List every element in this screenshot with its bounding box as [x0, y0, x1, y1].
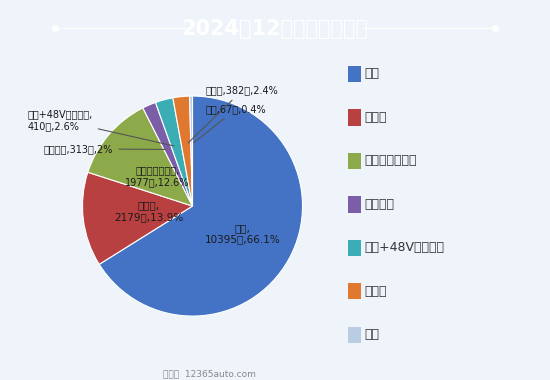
- Wedge shape: [143, 103, 192, 206]
- Wedge shape: [156, 98, 192, 206]
- Bar: [348, 153, 361, 169]
- Bar: [348, 66, 361, 82]
- Text: 汽油: 汽油: [365, 67, 380, 81]
- Wedge shape: [82, 172, 192, 264]
- Bar: [348, 327, 361, 343]
- Bar: [348, 240, 361, 256]
- Wedge shape: [173, 96, 192, 206]
- Wedge shape: [99, 96, 302, 316]
- Bar: [348, 283, 361, 299]
- Bar: [348, 196, 361, 212]
- Text: 汽油,
10395宗,66.1%: 汽油, 10395宗,66.1%: [205, 223, 280, 245]
- Text: 纯电动,
2179宗,13.9%: 纯电动, 2179宗,13.9%: [114, 201, 184, 222]
- Text: 增程式: 增程式: [365, 285, 387, 298]
- Text: 插电式混合动力: 插电式混合动力: [365, 154, 417, 168]
- Text: 汽油+48V轻混系统: 汽油+48V轻混系统: [365, 241, 444, 254]
- Text: 柴油,67宗,0.4%: 柴油,67宗,0.4%: [194, 104, 266, 143]
- Wedge shape: [88, 108, 192, 206]
- Text: 汽油+48V轻混系统,
410宗,2.6%: 汽油+48V轻混系统, 410宗,2.6%: [28, 109, 174, 146]
- Text: 2024年12月能源投诉占比: 2024年12月能源投诉占比: [182, 19, 368, 39]
- Text: 油电混合: 油电混合: [365, 198, 394, 211]
- Text: 车质网  12365auto.com: 车质网 12365auto.com: [163, 369, 255, 378]
- Text: 增程式,382宗,2.4%: 增程式,382宗,2.4%: [188, 86, 278, 143]
- Bar: [348, 109, 361, 125]
- Text: 纯电动: 纯电动: [365, 111, 387, 124]
- Text: 柴油: 柴油: [365, 328, 380, 341]
- Wedge shape: [190, 96, 192, 206]
- Text: 插电式混合动力,
1977宗,12.6%: 插电式混合动力, 1977宗,12.6%: [125, 165, 190, 187]
- Text: 油电混合,313宗,2%: 油电混合,313宗,2%: [44, 144, 166, 154]
